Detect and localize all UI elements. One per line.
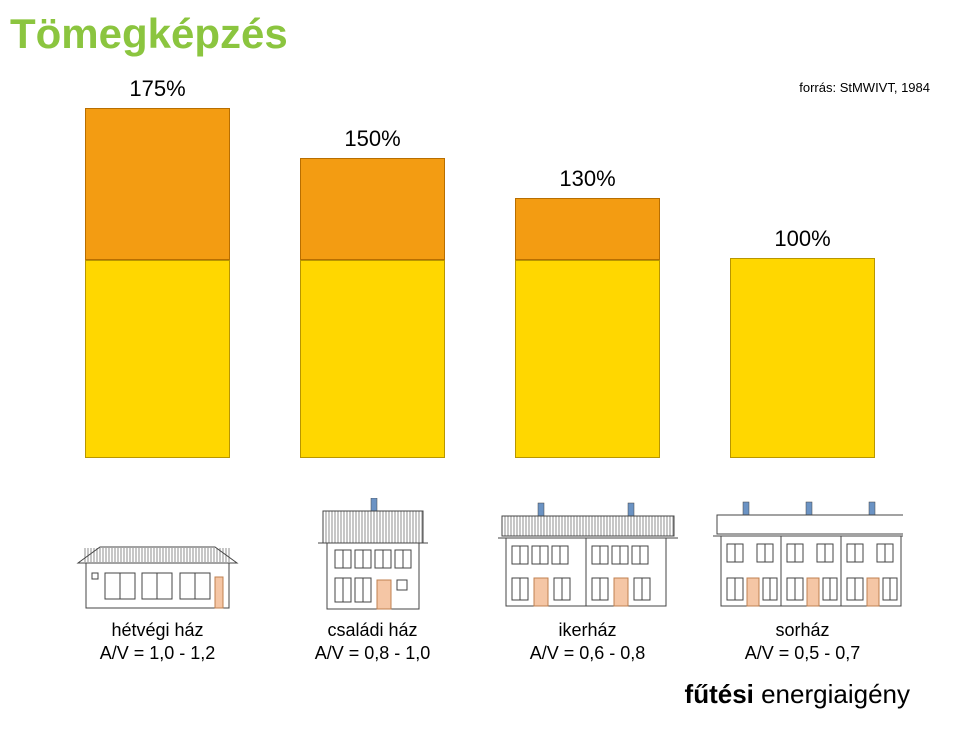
bar-top-segment — [515, 198, 660, 260]
house-name: hétvégi ház — [111, 620, 203, 640]
house-icon — [70, 533, 245, 613]
bar-group: 175% — [85, 76, 230, 458]
house-icon — [488, 498, 688, 613]
bar-label: 150% — [344, 126, 400, 152]
house-label: családi ház A/V = 0,8 - 1,0 — [273, 619, 473, 664]
house-label: ikerház A/V = 0,6 - 0,8 — [488, 619, 688, 664]
bar-top-segment — [85, 108, 230, 260]
axis-label: fűtési energiaigény — [10, 679, 910, 710]
house-label: hétvégi ház A/V = 1,0 - 1,2 — [58, 619, 258, 664]
bar-label: 175% — [129, 76, 185, 102]
page-title: Tömegképzés — [10, 10, 950, 58]
house-ratio: A/V = 0,8 - 1,0 — [315, 643, 431, 663]
house-name: ikerház — [558, 620, 616, 640]
bar — [85, 108, 230, 458]
bar — [300, 158, 445, 458]
house-name: családi ház — [327, 620, 417, 640]
houses-row — [50, 483, 910, 613]
house-ratio: A/V = 0,5 - 0,7 — [745, 643, 861, 663]
bar-bottom-segment — [300, 260, 445, 458]
bar-bottom-segment — [515, 260, 660, 458]
house-name: sorház — [775, 620, 829, 640]
house-icon — [703, 498, 903, 613]
house-labels-row: hétvégi ház A/V = 1,0 - 1,2 családi ház … — [50, 619, 910, 664]
house-twin — [488, 498, 688, 613]
bar-group: 100% — [730, 226, 875, 458]
bar-bottom-segment — [730, 258, 875, 458]
bar-group: 150% — [300, 126, 445, 458]
bar-group: 130% — [515, 166, 660, 458]
axis-label-bold: fűtési — [685, 679, 754, 709]
bar-chart: 175% 150% 130% 100% — [50, 78, 910, 458]
house-family — [273, 498, 473, 613]
house-icon — [303, 498, 443, 613]
bar-bottom-segment — [85, 260, 230, 458]
bar-label: 100% — [774, 226, 830, 252]
house-weekend — [58, 533, 258, 613]
house-label: sorház A/V = 0,5 - 0,7 — [703, 619, 903, 664]
house-row — [703, 498, 903, 613]
house-ratio: A/V = 0,6 - 0,8 — [530, 643, 646, 663]
bar-top-segment — [300, 158, 445, 260]
house-ratio: A/V = 1,0 - 1,2 — [100, 643, 216, 663]
bar — [730, 258, 875, 458]
axis-label-rest: energiaigény — [754, 679, 910, 709]
bar — [515, 198, 660, 458]
bar-label: 130% — [559, 166, 615, 192]
